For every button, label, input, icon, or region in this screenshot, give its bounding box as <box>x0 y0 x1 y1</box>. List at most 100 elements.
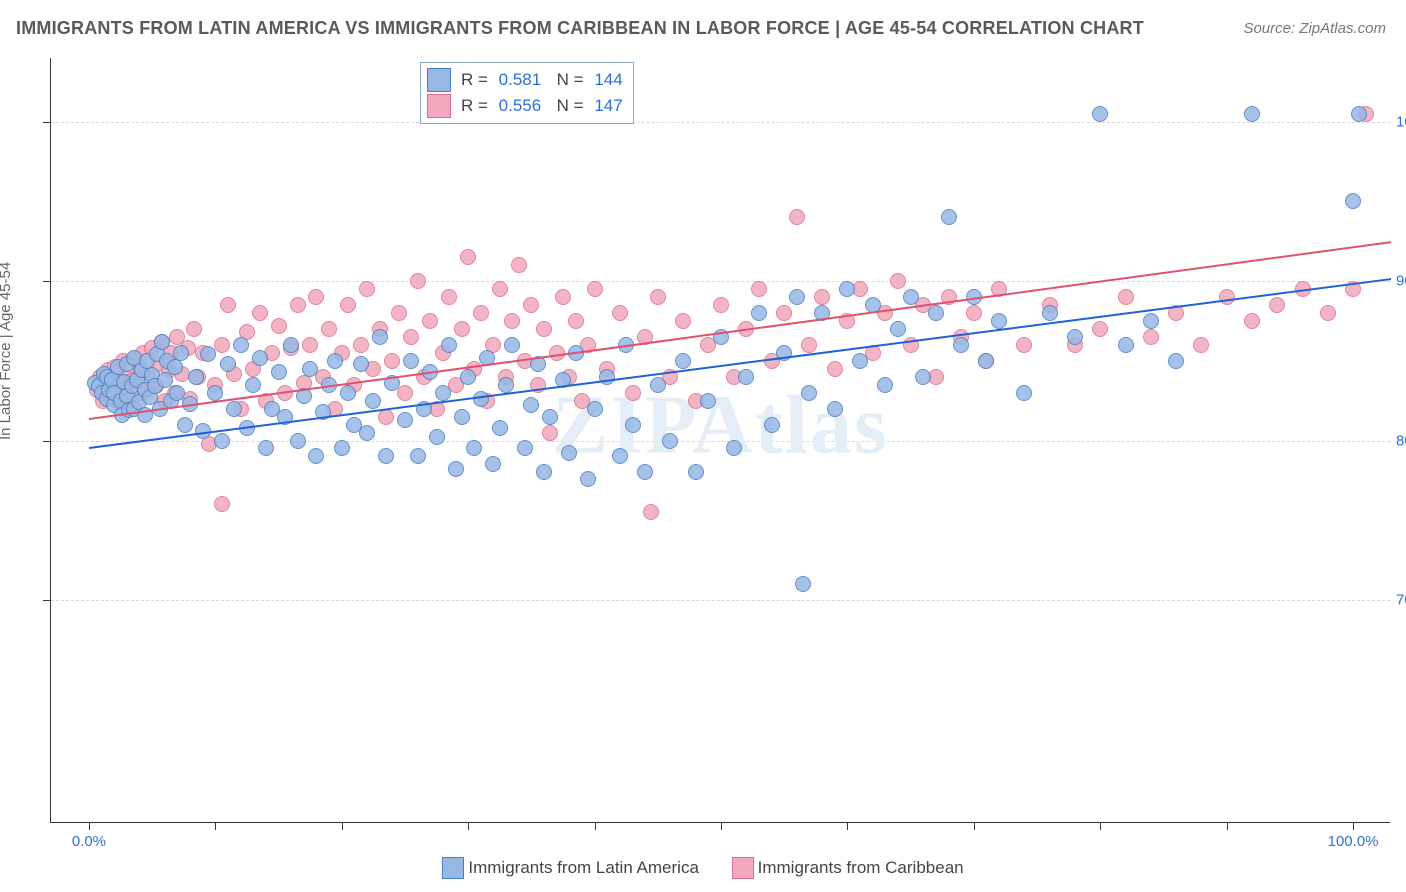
scatter-point <box>643 504 659 520</box>
scatter-point <box>1092 106 1108 122</box>
scatter-point <box>625 385 641 401</box>
scatter-point <box>302 361 318 377</box>
scatter-point <box>359 281 375 297</box>
scatter-point <box>1067 329 1083 345</box>
y-tick <box>43 122 51 123</box>
scatter-point <box>473 391 489 407</box>
legend-row: R = 0.556 N = 147 <box>427 93 623 119</box>
scatter-point <box>1168 353 1184 369</box>
y-tick-label: 100.0% <box>1396 113 1406 130</box>
scatter-point <box>448 461 464 477</box>
swatch-icon <box>442 857 464 879</box>
x-tick <box>847 822 848 830</box>
y-tick <box>43 441 51 442</box>
legend-r-value: 0.581 <box>499 67 542 93</box>
chart-title: IMMIGRANTS FROM LATIN AMERICA VS IMMIGRA… <box>16 18 1144 39</box>
correlation-legend: R = 0.581 N = 144 R = 0.556 N = 147 <box>420 62 634 124</box>
scatter-point <box>517 440 533 456</box>
scatter-point <box>233 337 249 353</box>
legend-row: R = 0.581 N = 144 <box>427 67 623 93</box>
scatter-point <box>167 359 183 375</box>
x-tick <box>974 822 975 830</box>
scatter-point <box>555 289 571 305</box>
legend-item: Immigrants from Caribbean <box>732 857 964 879</box>
scatter-point <box>441 337 457 353</box>
scatter-point <box>776 305 792 321</box>
x-tick <box>595 822 596 830</box>
scatter-point <box>460 249 476 265</box>
scatter-point <box>441 289 457 305</box>
scatter-point <box>359 425 375 441</box>
scatter-point <box>966 305 982 321</box>
scatter-point <box>410 448 426 464</box>
scatter-point <box>1219 289 1235 305</box>
legend-item: Immigrants from Latin America <box>442 857 699 879</box>
scatter-point <box>650 289 666 305</box>
scatter-point <box>751 305 767 321</box>
scatter-point <box>751 281 767 297</box>
x-tick <box>721 822 722 830</box>
scatter-point <box>764 417 780 433</box>
scatter-point <box>384 353 400 369</box>
swatch-icon <box>732 857 754 879</box>
scatter-point <box>511 257 527 273</box>
scatter-point <box>688 464 704 480</box>
scatter-point <box>473 305 489 321</box>
scatter-point <box>207 385 223 401</box>
scatter-point <box>258 440 274 456</box>
scatter-point <box>308 289 324 305</box>
scatter-point <box>1320 305 1336 321</box>
x-tick <box>215 822 216 830</box>
scatter-point <box>1016 337 1032 353</box>
scatter-point <box>612 305 628 321</box>
scatter-point <box>466 440 482 456</box>
scatter-point <box>460 369 476 385</box>
swatch-icon <box>427 68 451 92</box>
scatter-point <box>492 420 508 436</box>
scatter-point <box>789 209 805 225</box>
scatter-point <box>173 345 189 361</box>
scatter-point <box>801 385 817 401</box>
scatter-point <box>903 289 919 305</box>
scatter-point <box>587 401 603 417</box>
legend-label: R = <box>461 93 493 119</box>
scatter-point <box>795 576 811 592</box>
scatter-point <box>353 337 369 353</box>
scatter-point <box>1118 289 1134 305</box>
scatter-point <box>991 313 1007 329</box>
scatter-point <box>928 305 944 321</box>
scatter-point <box>536 464 552 480</box>
scatter-point <box>953 337 969 353</box>
scatter-point <box>523 397 539 413</box>
scatter-point <box>637 464 653 480</box>
scatter-point <box>814 289 830 305</box>
legend-r-value: 0.556 <box>499 93 542 119</box>
scatter-point <box>827 361 843 377</box>
scatter-point <box>941 209 957 225</box>
scatter-point <box>214 337 230 353</box>
scatter-point <box>252 350 268 366</box>
x-tick <box>468 822 469 830</box>
scatter-point <box>214 496 230 512</box>
scatter-point <box>1042 305 1058 321</box>
y-tick-label: 70.0% <box>1396 591 1406 608</box>
legend-label: N = <box>547 67 588 93</box>
x-tick <box>1100 822 1101 830</box>
scatter-point <box>568 313 584 329</box>
scatter-point <box>675 353 691 369</box>
y-tick-label: 80.0% <box>1396 432 1406 449</box>
scatter-point <box>321 321 337 337</box>
x-tick <box>89 822 90 830</box>
scatter-point <box>353 356 369 372</box>
y-tick <box>43 281 51 282</box>
scatter-point <box>283 337 299 353</box>
plot-area: ZIPAtlas 70.0%80.0%90.0%100.0%0.0%100.0% <box>50 58 1390 823</box>
scatter-point <box>523 297 539 313</box>
scatter-point <box>1269 297 1285 313</box>
scatter-point <box>429 429 445 445</box>
y-tick <box>43 600 51 601</box>
scatter-point <box>827 401 843 417</box>
scatter-point <box>1345 193 1361 209</box>
x-tick-label: 0.0% <box>72 833 106 850</box>
scatter-point <box>852 353 868 369</box>
